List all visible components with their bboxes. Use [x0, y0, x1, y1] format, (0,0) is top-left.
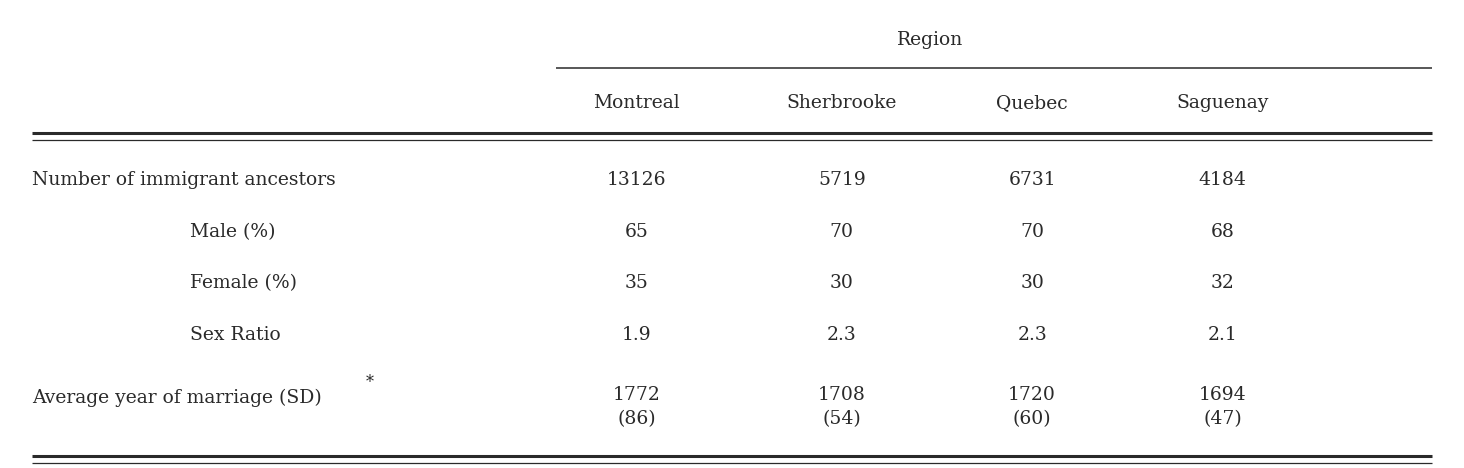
Text: Sherbrooke: Sherbrooke — [786, 95, 897, 112]
Text: 4184: 4184 — [1199, 171, 1246, 189]
Text: 1772
(86): 1772 (86) — [613, 387, 660, 428]
Text: 5719: 5719 — [818, 171, 865, 189]
Text: Number of immigrant ancestors: Number of immigrant ancestors — [32, 171, 335, 189]
Text: 13126: 13126 — [608, 171, 666, 189]
Text: 2.3: 2.3 — [1017, 326, 1047, 344]
Text: Montreal: Montreal — [593, 95, 681, 112]
Text: 35: 35 — [625, 274, 649, 292]
Text: 32: 32 — [1211, 274, 1234, 292]
Text: 30: 30 — [1020, 274, 1044, 292]
Text: *: * — [366, 374, 373, 391]
Text: 1694
(47): 1694 (47) — [1199, 387, 1246, 428]
Text: 70: 70 — [830, 223, 854, 241]
Text: Quebec: Quebec — [997, 95, 1067, 112]
Text: Female (%): Female (%) — [190, 274, 297, 292]
Text: 2.1: 2.1 — [1208, 326, 1237, 344]
Text: 30: 30 — [830, 274, 854, 292]
Text: 2.3: 2.3 — [827, 326, 856, 344]
Text: 1720
(60): 1720 (60) — [1009, 387, 1056, 428]
Text: 6731: 6731 — [1009, 171, 1056, 189]
Text: Male (%): Male (%) — [190, 223, 275, 241]
Text: 1708
(54): 1708 (54) — [818, 387, 865, 428]
Text: Region: Region — [896, 31, 963, 49]
Text: Saguenay: Saguenay — [1176, 95, 1269, 112]
Text: Sex Ratio: Sex Ratio — [190, 326, 281, 344]
Text: 70: 70 — [1020, 223, 1044, 241]
Text: Average year of marriage (SD): Average year of marriage (SD) — [32, 389, 322, 407]
Text: 1.9: 1.9 — [622, 326, 651, 344]
Text: 68: 68 — [1211, 223, 1234, 241]
Text: 65: 65 — [625, 223, 649, 241]
